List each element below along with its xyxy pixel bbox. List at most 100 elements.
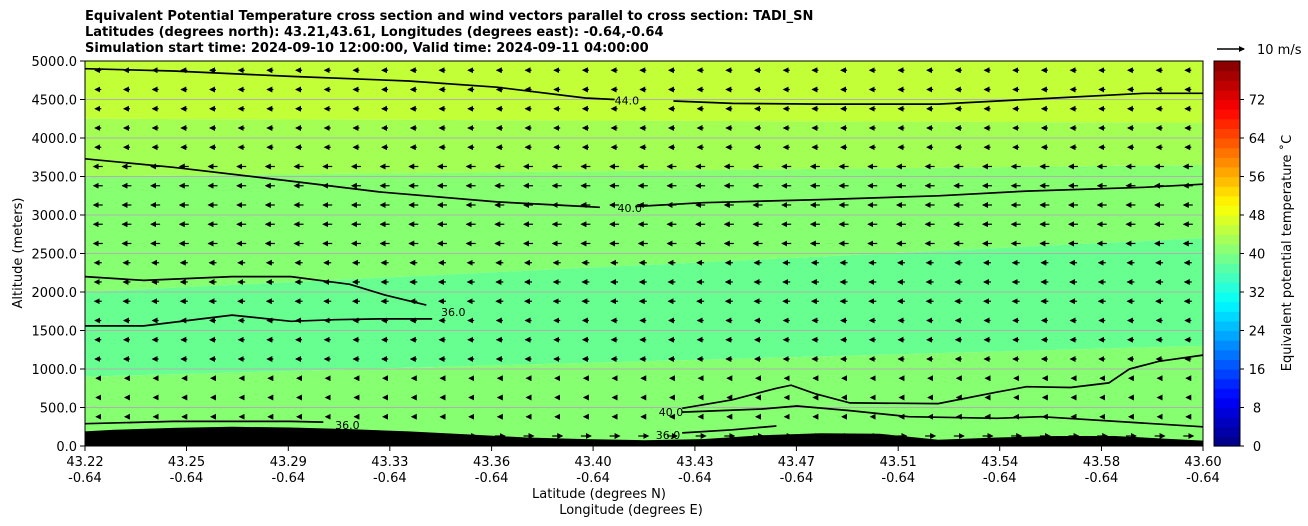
x-tick-label-lon: -0.64 bbox=[983, 471, 1017, 486]
x-tick-label-lon: -0.64 bbox=[170, 471, 204, 486]
y-tick-label: 2000.0 bbox=[32, 286, 78, 301]
x-tick-label-lon: -0.64 bbox=[373, 471, 407, 486]
x-tick-label-lat: 43.47 bbox=[778, 455, 815, 470]
x-axis-label-longitude: Longitude (degrees E) bbox=[559, 503, 703, 518]
colorbar-segment bbox=[1214, 138, 1240, 149]
x-tick-label-lon: -0.64 bbox=[576, 471, 610, 486]
terrain bbox=[85, 426, 1203, 446]
colorbar-segment bbox=[1214, 359, 1240, 370]
chart-title-line-2: Latitudes (degrees north): 43.21,43.61, … bbox=[85, 25, 664, 40]
colorbar-segment bbox=[1214, 128, 1240, 139]
colorbar-segment bbox=[1214, 349, 1240, 360]
colorbar-segment bbox=[1214, 224, 1240, 235]
colorbar-tick-label: 64 bbox=[1249, 132, 1266, 147]
colorbar-segment bbox=[1214, 426, 1240, 437]
x-tick-label-lon: -0.64 bbox=[68, 471, 102, 486]
contour-line-40 bbox=[85, 157, 600, 209]
colorbar-label: Equivalent potential temperature ˚C bbox=[1279, 135, 1295, 371]
x-tick-label-lat: 43.25 bbox=[168, 455, 205, 470]
colorbar-segment bbox=[1214, 70, 1240, 81]
colorbar-tick-label: 16 bbox=[1249, 363, 1266, 378]
contour-line-36 bbox=[682, 425, 777, 434]
x-tick-label-lon: -0.64 bbox=[271, 471, 305, 486]
x-tick-label-lon: -0.64 bbox=[1186, 471, 1220, 486]
chart-title-line-1: Equivalent Potential Temperature cross s… bbox=[85, 9, 814, 24]
y-tick-label: 2500.0 bbox=[32, 248, 78, 263]
contour-lines: 44.040.036.036.040.036.0 bbox=[85, 67, 1203, 442]
colorbar-segment bbox=[1214, 436, 1240, 447]
colorbar-segment bbox=[1214, 166, 1240, 178]
colorbar-tick-label: 72 bbox=[1249, 94, 1266, 109]
x-tick-label-lon: -0.64 bbox=[1085, 471, 1119, 486]
contour-line-40 bbox=[682, 405, 1203, 428]
colorbar-segment bbox=[1214, 311, 1240, 322]
x-tick-label-lon: -0.64 bbox=[881, 471, 915, 486]
contour-label: 40.0 bbox=[618, 202, 643, 215]
colorbar-segment bbox=[1214, 272, 1240, 283]
colorbar-tick-label: 24 bbox=[1249, 325, 1266, 340]
colorbar-segment bbox=[1214, 195, 1240, 206]
contour-label: 36.0 bbox=[656, 429, 681, 442]
y-tick-label: 1000.0 bbox=[32, 363, 78, 378]
y-axis-label: Altitude (meters) bbox=[11, 198, 26, 309]
contour-line-44 bbox=[673, 92, 1203, 105]
y-tick-label: 4500.0 bbox=[32, 94, 78, 109]
colorbar-segment bbox=[1214, 109, 1240, 120]
colorbar-tick-label: 32 bbox=[1249, 286, 1266, 301]
y-axis: 0.0 500.0 1000.0 1500.0 2000.0 2500.0 3000.0 35… bbox=[32, 55, 85, 455]
x-tick-label-lat: 43.60 bbox=[1184, 455, 1221, 470]
colorbar-segment bbox=[1214, 388, 1240, 399]
contour-label: 44.0 bbox=[615, 94, 640, 107]
wind-reference-key: 10 m/s bbox=[1217, 43, 1302, 58]
y-tick-label: 0.0 bbox=[56, 440, 77, 455]
colorbar-segment bbox=[1214, 292, 1240, 303]
y-tick-label: 4000.0 bbox=[32, 132, 78, 147]
x-tick-label-lat: 43.40 bbox=[574, 455, 611, 470]
colorbar-segment bbox=[1214, 176, 1240, 187]
x-tick-label-lat: 43.51 bbox=[880, 455, 917, 470]
colorbar-segment bbox=[1214, 118, 1240, 129]
x-tick-label-lon: -0.64 bbox=[678, 471, 712, 486]
contour-line-36 bbox=[85, 275, 427, 306]
colorbar-segment bbox=[1214, 330, 1240, 341]
colorbar-tick-label: 48 bbox=[1249, 209, 1266, 224]
colorbar-segment bbox=[1214, 417, 1240, 428]
colorbar-segment bbox=[1214, 147, 1240, 158]
y-tick-label: 5000.0 bbox=[32, 55, 78, 70]
colorbar-segment bbox=[1214, 186, 1240, 197]
colorbar-tick-label: 40 bbox=[1249, 248, 1266, 263]
y-tick-label: 3000.0 bbox=[32, 209, 78, 224]
contour-label: 40.0 bbox=[659, 406, 684, 419]
contour-line-40 bbox=[682, 354, 1203, 410]
y-tick-label: 3500.0 bbox=[32, 171, 78, 186]
colorbar-tick-label: 0 bbox=[1253, 440, 1261, 455]
contour-line-40 bbox=[635, 183, 1203, 208]
x-tick-label-lat: 43.33 bbox=[371, 455, 408, 470]
colorbar-segment bbox=[1214, 320, 1240, 332]
x-tick-label-lat: 43.36 bbox=[473, 455, 510, 470]
colorbar-segment bbox=[1214, 397, 1240, 409]
contour-line-36 bbox=[85, 420, 324, 425]
colorbar-segment bbox=[1214, 61, 1240, 72]
colorbar-segment bbox=[1214, 243, 1240, 255]
y-tick-label: 1500.0 bbox=[32, 325, 78, 340]
colorbar-tick-label: 56 bbox=[1249, 171, 1266, 186]
x-tick-label-lat: 43.22 bbox=[66, 455, 103, 470]
chart-title-line-3: Simulation start time: 2024-09-10 12:00:… bbox=[85, 41, 649, 56]
contour-line-44 bbox=[85, 67, 615, 101]
x-tick-label-lat: 43.43 bbox=[676, 455, 713, 470]
colorbar-segment bbox=[1214, 205, 1240, 216]
field-band-3 bbox=[85, 238, 1203, 377]
x-tick-label-lat: 43.29 bbox=[270, 455, 307, 470]
x-axis-label-latitude: Latitude (degrees N) bbox=[532, 487, 666, 502]
colorbar-segment bbox=[1214, 253, 1240, 264]
colorbar-segment bbox=[1214, 407, 1240, 418]
colorbar-segment bbox=[1214, 89, 1240, 101]
colorbar-segment bbox=[1214, 301, 1240, 312]
x-tick-label-lat: 43.58 bbox=[1083, 455, 1120, 470]
wind-reference-label: 10 m/s bbox=[1257, 43, 1302, 58]
colorbar-segment bbox=[1214, 99, 1240, 110]
colorbar-segment bbox=[1214, 282, 1240, 293]
x-tick-label-lon: -0.64 bbox=[780, 471, 814, 486]
